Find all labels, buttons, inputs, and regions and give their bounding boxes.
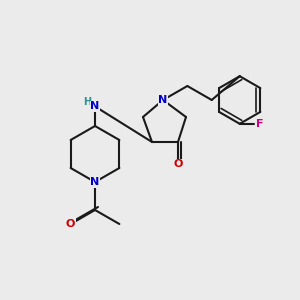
Text: N: N xyxy=(90,177,100,187)
Text: F: F xyxy=(256,119,263,129)
Text: N: N xyxy=(90,101,100,111)
Text: O: O xyxy=(173,159,183,170)
Text: H: H xyxy=(83,98,91,107)
Text: N: N xyxy=(158,95,168,105)
Text: O: O xyxy=(66,219,75,229)
